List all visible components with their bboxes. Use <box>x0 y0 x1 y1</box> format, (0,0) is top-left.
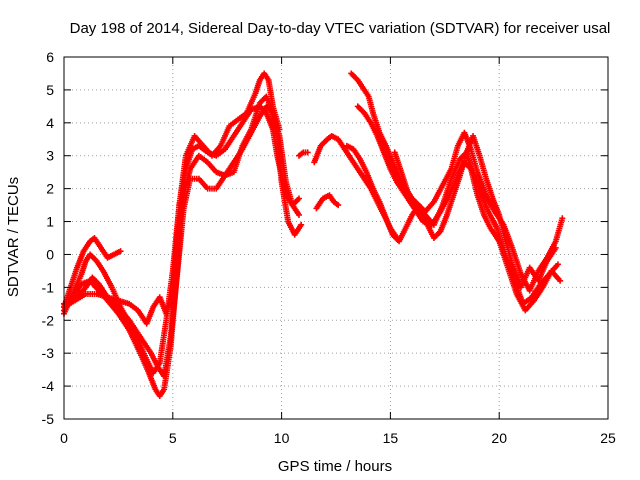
x-tick-label: 25 <box>600 430 616 446</box>
series-track-9 <box>348 70 566 294</box>
y-tick-label: 1 <box>46 214 54 230</box>
data-point <box>552 244 559 251</box>
data-points <box>61 70 566 399</box>
y-tick-label: 2 <box>46 181 54 197</box>
series-track-7 <box>313 192 342 212</box>
data-point <box>296 195 303 202</box>
y-tick-label: 3 <box>46 148 54 164</box>
x-tick-label: 0 <box>60 430 68 446</box>
series-track-12 <box>391 132 559 291</box>
x-tick-label: 5 <box>169 430 177 446</box>
y-tick-label: 4 <box>46 115 54 131</box>
data-point <box>554 261 561 268</box>
data-point <box>298 221 305 228</box>
data-point <box>559 215 566 222</box>
x-axis-label: GPS time / hours <box>278 458 392 475</box>
y-tick-label: 6 <box>46 49 54 65</box>
y-tick-label: -4 <box>42 378 55 394</box>
y-tick-label: -2 <box>42 312 55 328</box>
x-tick-label: 15 <box>383 430 399 446</box>
y-tick-label: -3 <box>42 345 55 361</box>
data-point <box>117 248 124 255</box>
x-tick-label: 10 <box>274 430 290 446</box>
data-point <box>296 211 303 218</box>
series-track-5 <box>61 70 283 327</box>
data-point <box>335 202 342 209</box>
data-point <box>304 149 311 156</box>
series-track-6 <box>296 149 311 159</box>
chart-title: Day 198 of 2014, Sidereal Day-to-day VTE… <box>70 20 611 37</box>
y-tick-label: 0 <box>46 246 54 262</box>
y-tick-label: 5 <box>46 82 54 98</box>
data-point <box>557 277 564 284</box>
y-tick-label: -1 <box>42 279 55 295</box>
tick-labels: 0 5 10 15 20 25 -5 -4 -3 -2 -1 0 1 2 3 4 5 6 <box>42 49 616 446</box>
plot-frame <box>63 56 609 420</box>
y-axis-label: SDTVAR / TECUs <box>5 177 22 297</box>
y-tick-label: -5 <box>42 411 55 427</box>
series-track-11 <box>354 103 564 314</box>
x-tick-label: 20 <box>491 430 507 446</box>
data-point <box>276 126 283 133</box>
axis-ticks <box>63 56 609 420</box>
